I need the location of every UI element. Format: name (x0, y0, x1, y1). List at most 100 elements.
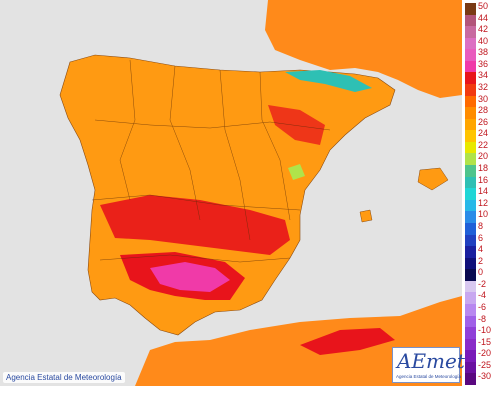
legend-swatch (465, 292, 476, 304)
legend-row: -25 (465, 359, 504, 374)
legend-row: 34 (465, 70, 504, 85)
legend-swatch (465, 130, 476, 142)
legend-swatch (465, 176, 476, 189)
legend-row: 18 (465, 163, 504, 177)
legend-swatch (465, 338, 476, 351)
legend-label: -25 (478, 359, 492, 370)
ibiza-island (359, 209, 373, 223)
legend-row: -4 (465, 290, 504, 304)
legend-row: 4 (465, 244, 504, 258)
legend-swatch (465, 350, 476, 362)
legend-swatch (465, 269, 476, 281)
legend-swatch (465, 373, 476, 385)
legend-swatch (465, 361, 476, 374)
legend-label: 44 (478, 12, 489, 23)
legend-label: 20 (478, 151, 489, 162)
legend-swatch (465, 84, 476, 96)
legend-swatch (465, 3, 476, 15)
aemet-wordmark: AEmet (397, 349, 465, 373)
legend-label: 22 (478, 139, 489, 150)
legend-swatch (465, 72, 476, 85)
legend-label: -10 (478, 325, 492, 336)
legend-label: -20 (478, 348, 492, 359)
legend-label: -8 (478, 313, 487, 324)
legend-row: 6 (465, 232, 504, 247)
legend-label: 50 (478, 1, 489, 11)
legend-swatch (465, 234, 476, 247)
legend-swatch (465, 141, 476, 154)
legend-row: -20 (465, 348, 504, 362)
legend-swatch (465, 303, 476, 316)
legend-row: 36 (465, 58, 504, 73)
legend-label: 10 (478, 209, 489, 220)
legend-swatch (465, 222, 476, 235)
legend-label: 32 (478, 82, 489, 93)
legend-label: -15 (478, 336, 492, 347)
legend-swatch (465, 257, 476, 270)
legend-swatch (465, 315, 476, 328)
legend-swatch (465, 26, 476, 38)
legend-label: 2 (478, 255, 484, 266)
legend-label: 14 (478, 186, 489, 197)
legend-row: -6 (465, 302, 504, 316)
province-borders (91, 59, 331, 263)
legend-row: 32 (465, 82, 504, 96)
aemet-subtitle: Agencia Estatal de Meteorología (396, 374, 462, 379)
temperature-legend: 50 44 42 40 38 36 34 32 30 28 26 24 22 20 18 16 14 12 10 8 6… (465, 1, 504, 385)
france-land (265, 0, 462, 98)
hot-zone-extremadura (100, 195, 290, 255)
legend-label: 36 (478, 58, 489, 69)
legend-label: -2 (478, 278, 487, 289)
balearic-islands (417, 167, 449, 191)
cool-zone-sistema (288, 164, 305, 180)
legend-swatch (465, 188, 476, 200)
legend-label: 0 (478, 267, 484, 278)
legend-swatch (465, 37, 476, 50)
legend-label: 28 (478, 105, 489, 116)
north-africa-land (135, 296, 462, 386)
legend-swatch (465, 95, 476, 108)
aemet-logo: AEmet Agencia Estatal de Meteorología (392, 347, 465, 383)
very-hot-zone (150, 262, 230, 292)
legend-swatch (465, 211, 476, 223)
legend-swatch (465, 199, 476, 212)
legend-label: 40 (478, 35, 489, 46)
legend-row: 26 (465, 116, 504, 131)
legend-label: 24 (478, 128, 489, 139)
legend-swatch (465, 14, 476, 27)
legend-label: 6 (478, 232, 484, 243)
legend-label: 34 (478, 70, 489, 81)
legend-swatch (465, 246, 476, 258)
legend-row: 40 (465, 35, 504, 50)
africa-hot-zone (300, 328, 395, 355)
hot-zone-ebro (268, 105, 325, 145)
legend-row: 42 (465, 24, 504, 38)
legend-row: 14 (465, 186, 504, 200)
credit-text: Agencia Estatal de Meteorología (3, 372, 125, 383)
legend-row: 0 (465, 267, 504, 281)
legend-swatch (465, 60, 476, 73)
legend-swatch (465, 327, 476, 339)
legend-row: -10 (465, 325, 504, 339)
legend-label: 26 (478, 116, 489, 127)
legend-row: 16 (465, 175, 504, 189)
legend-label: 18 (478, 163, 489, 174)
legend-row: 38 (465, 47, 504, 61)
legend-swatch (465, 165, 476, 177)
legend-label: 30 (478, 93, 489, 104)
temperature-map[interactable] (0, 0, 462, 386)
legend-row: 8 (465, 221, 504, 235)
legend-row: 50 (465, 1, 504, 15)
legend-label: -4 (478, 290, 487, 301)
legend-label: 4 (478, 244, 484, 255)
legend-row: -30 (465, 371, 504, 385)
legend-row: 22 (465, 139, 504, 154)
legend-swatch (465, 280, 476, 293)
legend-swatch (465, 49, 476, 61)
legend-swatch (465, 118, 476, 131)
legend-row: 30 (465, 93, 504, 108)
legend-row: 12 (465, 198, 504, 212)
legend-row: 44 (465, 12, 504, 27)
legend-row: -2 (465, 278, 504, 293)
